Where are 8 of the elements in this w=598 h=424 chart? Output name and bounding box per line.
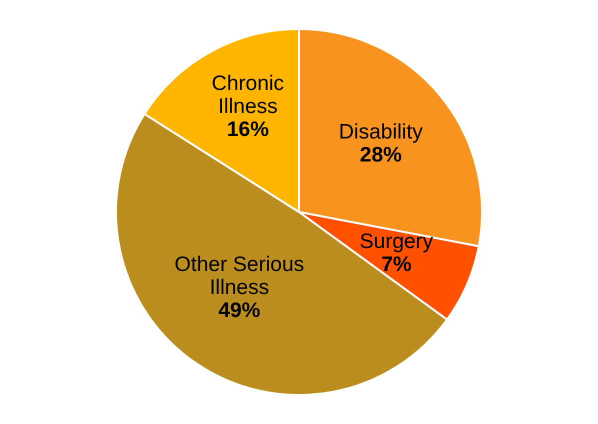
data-label: 49% (218, 298, 261, 322)
slice-label: Disability (338, 120, 424, 144)
data-label: 16% (226, 118, 270, 141)
slice-label: Surgery (360, 230, 434, 254)
data-label: 7% (381, 253, 412, 276)
data-label: 28% (360, 143, 402, 166)
slice-label: Chronic Illness (212, 72, 284, 118)
slice-label: Other Serious Illness (174, 252, 304, 299)
